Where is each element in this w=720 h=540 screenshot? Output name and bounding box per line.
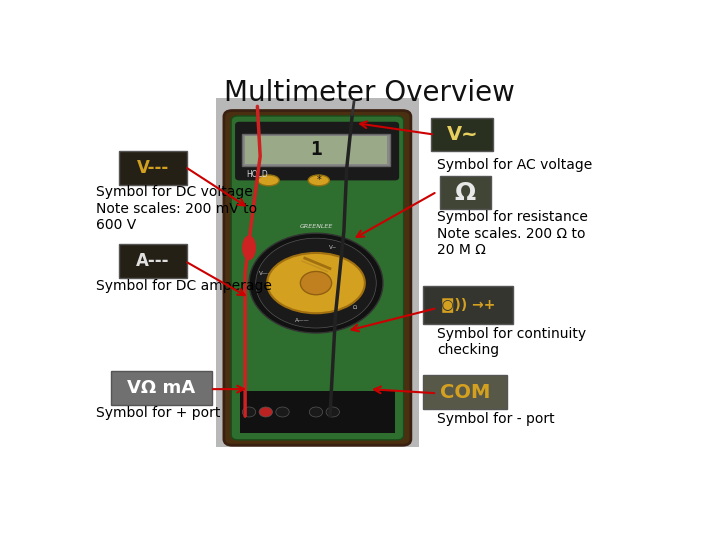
Text: ◙)) →+: ◙)) →+ [441,298,495,312]
Text: GREENLEE: GREENLEE [300,225,333,230]
Text: Ω: Ω [455,181,476,205]
Bar [240,391,395,433]
Ellipse shape [258,175,279,186]
Text: Symbol for + port: Symbol for + port [96,406,220,420]
Text: Symbol for AC voltage: Symbol for AC voltage [437,158,593,172]
Circle shape [249,233,383,333]
Text: Symbol for resistance
Note scales. 200 Ω to
20 M Ω: Symbol for resistance Note scales. 200 Ω… [437,210,588,256]
Ellipse shape [267,253,365,313]
Text: *: * [316,176,321,185]
Text: V——: V—— [259,271,274,276]
FancyBboxPatch shape [111,371,212,405]
Text: V---: V--- [137,159,169,177]
Text: HOLD: HOLD [246,171,268,179]
Text: A——: A—— [295,318,310,322]
Ellipse shape [242,235,256,260]
FancyBboxPatch shape [423,375,508,409]
Circle shape [259,407,272,417]
FancyBboxPatch shape [231,116,404,440]
Text: Symbol for - port: Symbol for - port [437,412,554,426]
FancyBboxPatch shape [440,176,490,210]
Text: Symbol for DC voltage
Note scales: 200 mV to
600 V: Symbol for DC voltage Note scales: 200 m… [96,185,257,232]
Bar [215,98,419,447]
Text: VΩ mA: VΩ mA [127,379,195,397]
FancyBboxPatch shape [119,151,186,185]
Circle shape [326,407,339,417]
Circle shape [300,272,332,295]
Text: V~: V~ [446,125,478,144]
Circle shape [256,238,377,328]
FancyBboxPatch shape [119,245,186,278]
Text: Ω: Ω [354,305,357,310]
FancyBboxPatch shape [235,122,399,180]
Text: 1: 1 [310,140,322,159]
Ellipse shape [308,175,329,186]
Text: A---: A--- [136,252,169,270]
FancyBboxPatch shape [431,118,493,151]
Text: COM: COM [440,383,490,402]
Text: Symbol for DC amperage: Symbol for DC amperage [96,279,271,293]
Text: Symbol for continuity
checking: Symbol for continuity checking [437,327,586,357]
FancyBboxPatch shape [242,134,390,166]
FancyBboxPatch shape [423,286,513,324]
Text: V~: V~ [329,245,338,249]
FancyBboxPatch shape [245,136,387,164]
Circle shape [243,407,256,417]
Circle shape [276,407,289,417]
Circle shape [310,407,323,417]
FancyBboxPatch shape [224,111,411,446]
Text: Multimeter Overview: Multimeter Overview [224,79,514,107]
